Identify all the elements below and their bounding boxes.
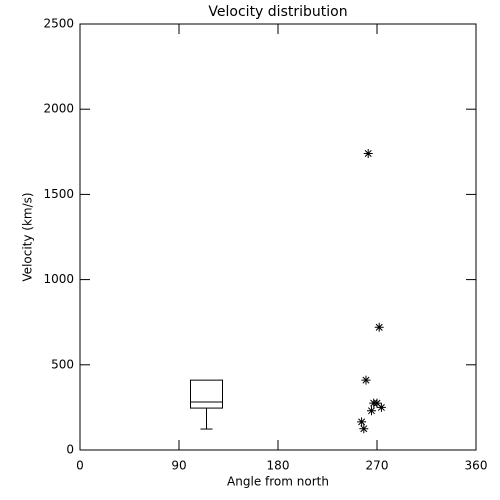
- y-axis-label: Velocity (km/s): [21, 192, 35, 281]
- box: [190, 379, 223, 409]
- x-tick-label: 360: [465, 459, 488, 473]
- x-tick-label: 180: [267, 459, 290, 473]
- y-tick-label: 2500: [43, 17, 74, 31]
- asterisk-point: [361, 375, 371, 385]
- y-tick-label: 2000: [43, 102, 74, 116]
- asterisk-point: [363, 149, 373, 159]
- asterisk-point: [372, 398, 382, 408]
- asterisk-point: [376, 402, 386, 412]
- asterisk-point: [374, 322, 384, 332]
- asterisk-point: [357, 417, 367, 427]
- asterisk-point: [367, 406, 376, 416]
- x-axis-label: Angle from north: [227, 475, 329, 489]
- y-tick-label: 1000: [43, 272, 74, 286]
- x-tick-label: 90: [171, 459, 186, 473]
- x-tick-label: 0: [76, 459, 84, 473]
- chart-title: Velocity distribution: [208, 4, 347, 20]
- plot-frame: [79, 23, 477, 451]
- y-tick-label: 500: [51, 357, 74, 371]
- y-tick-label: 1500: [43, 187, 74, 201]
- asterisk-point: [359, 424, 369, 434]
- y-tick-label: 0: [66, 443, 74, 457]
- x-tick-label: 270: [366, 459, 389, 473]
